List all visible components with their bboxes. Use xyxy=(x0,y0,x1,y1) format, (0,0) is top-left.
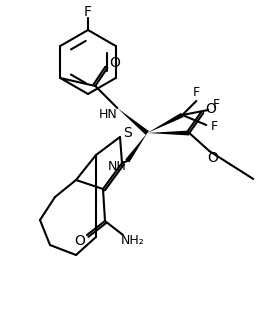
Text: O: O xyxy=(75,234,85,248)
Text: O: O xyxy=(205,102,216,116)
Text: S: S xyxy=(124,126,132,140)
Polygon shape xyxy=(147,131,189,135)
Polygon shape xyxy=(125,133,147,162)
Text: F: F xyxy=(84,5,92,19)
Text: NH₂: NH₂ xyxy=(121,234,145,247)
Text: O: O xyxy=(109,56,120,70)
Polygon shape xyxy=(117,108,149,135)
Text: F: F xyxy=(213,98,220,110)
Text: O: O xyxy=(207,151,218,165)
Text: F: F xyxy=(193,86,200,100)
Text: F: F xyxy=(211,121,218,134)
Text: NH: NH xyxy=(108,161,127,174)
Text: HN: HN xyxy=(99,108,118,121)
Polygon shape xyxy=(147,113,183,133)
